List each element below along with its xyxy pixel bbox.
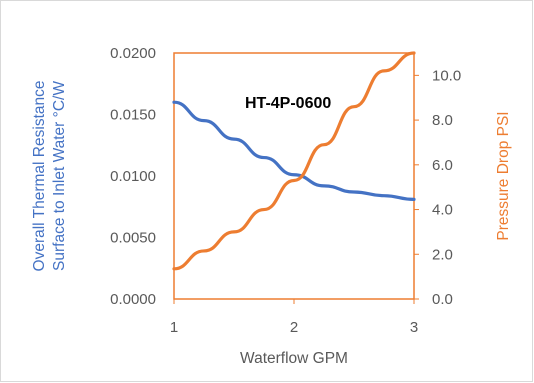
right-y-tick-label: 0.0 [432, 291, 453, 308]
x-tick-labels: 1 2 3 [170, 299, 418, 336]
left-axis-title-line2: Surface to Inlet Water °C/W [51, 81, 68, 271]
right-y-tick-label: 6.0 [432, 157, 453, 174]
chart-title: HT-4P-0600 [245, 95, 331, 112]
x-tick-label: 3 [410, 319, 418, 336]
right-axis-title: Pressure Drop PSI [495, 111, 512, 240]
x-tick-label: 1 [170, 319, 178, 336]
x-axis-title: Waterflow GPM [240, 350, 348, 367]
x-tick-label: 2 [290, 319, 298, 336]
series-layer [172, 51, 416, 271]
right-y-tick-label: 10.0 [432, 67, 461, 84]
right-y-tick-labels: 0.0 2.0 4.0 6.0 8.0 10.0 [414, 67, 461, 308]
left-y-tick-label: 0.0200 [110, 45, 156, 62]
right-y-tick-label: 2.0 [432, 246, 453, 263]
left-y-tick-label: 0.0050 [110, 230, 156, 247]
left-axis-title-line1: Overall Thermal Resistance [31, 81, 48, 272]
pressure-drop-line [172, 51, 416, 271]
right-y-tick-label: 4.0 [432, 202, 453, 219]
left-y-tick-label: 0.0000 [110, 291, 156, 308]
left-y-tick-label: 0.0150 [110, 107, 156, 124]
right-y-tick-label: 8.0 [432, 112, 453, 129]
left-y-tick-label: 0.0100 [110, 168, 156, 185]
thermal-resistance-line [172, 100, 416, 201]
left-y-tick-labels: 0.0000 0.0050 0.0100 0.0150 0.0200 [110, 45, 156, 308]
